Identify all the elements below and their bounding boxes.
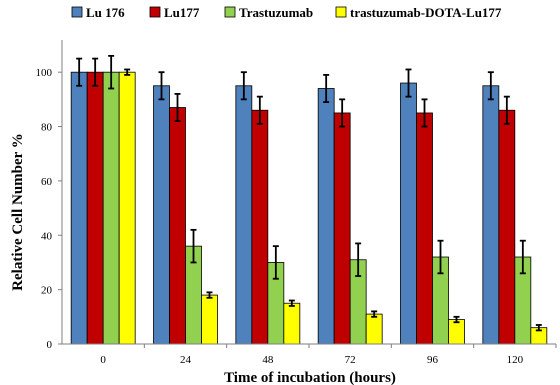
y-tick-label: 40 (41, 230, 53, 242)
bar (251, 109, 269, 345)
y-tick-label: 100 (36, 67, 53, 79)
x-tick-label: 0 (100, 354, 106, 366)
legend-swatch (71, 6, 83, 18)
x-tick-label: 96 (427, 354, 439, 366)
bar (102, 71, 120, 345)
bar (365, 313, 383, 345)
bar (118, 71, 136, 345)
bar (498, 109, 516, 345)
legend-label: Lu177 (164, 5, 200, 20)
y-tick-label: 80 (41, 122, 53, 134)
legend-swatch (224, 6, 236, 18)
legend-label: Trastuzumab (239, 5, 313, 20)
bar (86, 71, 104, 345)
legend-swatch (149, 6, 161, 18)
bar (317, 88, 335, 345)
bar (400, 82, 417, 345)
legend: Lu 176 Lu177 Trastuzumab trastuzumab-DOTA-L… (71, 5, 502, 20)
legend-label: Lu 176 (86, 5, 125, 20)
bar (416, 112, 433, 345)
bar (169, 107, 186, 345)
bar (448, 319, 465, 345)
y-tick-label: 60 (41, 176, 53, 188)
x-tick-label: 24 (180, 354, 192, 366)
bar (283, 302, 301, 345)
legend-label: trastuzumab-DOTA-Lu177 (350, 5, 502, 20)
axes: 0 20 40 60 80 100 0 24 48 72 96 120 (36, 40, 557, 366)
legend-swatch (335, 6, 347, 18)
bar (235, 85, 253, 345)
x-tick-label: 72 (345, 354, 356, 366)
bar (201, 294, 218, 345)
bar (333, 112, 351, 345)
bars-group (70, 54, 548, 345)
y-tick-label: 20 (41, 285, 53, 297)
x-tick-label: 48 (262, 354, 274, 366)
y-axis-label: Relative Cell Number % (10, 133, 26, 291)
y-tick-label: 0 (47, 339, 53, 351)
bar (482, 85, 500, 345)
x-tick-label: 120 (507, 354, 524, 366)
x-axis-label: Time of incubation (hours) (224, 370, 396, 385)
bar (70, 71, 88, 345)
bar (153, 85, 170, 345)
